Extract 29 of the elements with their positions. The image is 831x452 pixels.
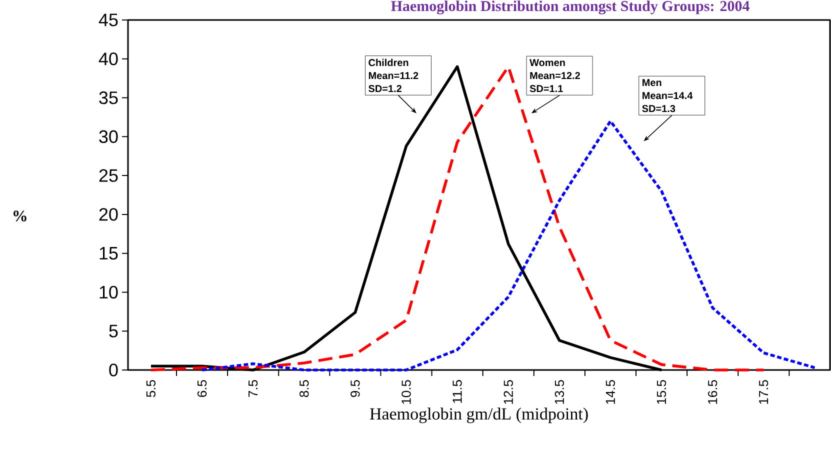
annotation: Men Mean=14.4 SD=1.3 <box>642 79 693 112</box>
y-tick-label: 0 <box>109 364 118 376</box>
y-tick-label: 40 <box>98 52 118 66</box>
y-tick-label: 5 <box>109 324 118 338</box>
x-tick-label: 7.5 <box>248 380 258 397</box>
y-tick-label: 25 <box>99 169 118 182</box>
y-tick-label: 10 <box>100 286 118 299</box>
x-axis-title: Haemoglobin gm/dL (midpoint) <box>370 408 588 424</box>
x-tick-label: 12.5 <box>504 380 513 404</box>
x-tick-label: 16.5 <box>708 380 718 404</box>
y-tick-label: 45 <box>98 14 118 26</box>
annotation: Children Mean=11.2 SD=1.2 <box>368 58 418 92</box>
x-tick-label: 10.5 <box>402 380 411 404</box>
x-tick-label: 14.5 <box>606 380 616 404</box>
y-axis-title: % <box>14 210 26 222</box>
y-tick-label: 35 <box>99 91 118 104</box>
chart-title: Haemoglobin Distribution amongst Study Groups: 2004 <box>391 0 750 14</box>
y-tick-label: 30 <box>99 130 118 144</box>
x-tick-label: 17.5 <box>759 380 768 404</box>
x-tick-label: 9.5 <box>350 380 360 397</box>
x-tick-label: 5.5 <box>146 380 156 398</box>
annotation: Women Mean=12.2 SD=1.1 <box>530 59 580 92</box>
x-tick-label: 13.5 <box>554 380 564 404</box>
x-tick-label: 8.5 <box>300 380 309 398</box>
x-tick-label: 6.5 <box>197 380 207 397</box>
y-tick-label: 20 <box>99 208 118 221</box>
x-tick-label: 15.5 <box>657 380 666 404</box>
x-tick-label: 11.5 <box>452 380 462 403</box>
y-tick-label: 15 <box>100 247 118 260</box>
